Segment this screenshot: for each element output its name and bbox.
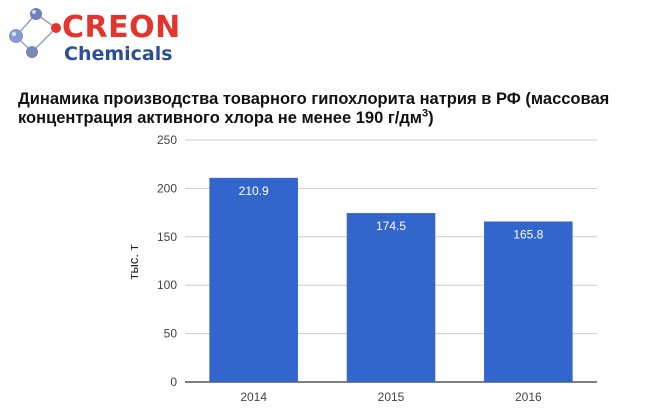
chart-labels: 0 50 100 150 200 250 210.9 2014 174.5 2015 165.8 20… (157, 133, 544, 404)
chart-title: Динамика производства товарного гипохлор… (18, 90, 648, 128)
bar-data-label: 165.8 (513, 228, 543, 242)
y-axis-label: тыс. т (126, 244, 141, 279)
bar (346, 213, 436, 382)
bar-data-label: 174.5 (376, 219, 406, 233)
chart-bars (209, 177, 573, 382)
y-tick-label: 0 (170, 375, 177, 389)
x-tick-label: 2015 (378, 390, 405, 404)
chart-title-close: ) (428, 109, 434, 127)
x-tick-label: 2014 (240, 390, 267, 404)
chart-title-superscript: 3 (422, 107, 429, 120)
molecule-logo-icon (9, 8, 61, 58)
logo-brand-text: CREON (62, 10, 181, 45)
x-tick-label: 2016 (515, 390, 542, 404)
y-tick-label: 100 (157, 278, 177, 292)
y-tick-label: 50 (164, 327, 178, 341)
y-tick-label: 250 (157, 133, 177, 147)
bar (209, 177, 298, 382)
creon-chemicals-logo: CREON Chemicals (6, 4, 180, 66)
logo-sub-text: Chemicals (64, 43, 173, 65)
bar-data-label: 210.9 (239, 184, 269, 198)
y-tick-label: 150 (157, 230, 177, 244)
bar (484, 221, 573, 382)
y-tick-label: 200 (157, 181, 177, 195)
chart-title-text: Динамика производства товарного гипохлор… (18, 90, 610, 127)
